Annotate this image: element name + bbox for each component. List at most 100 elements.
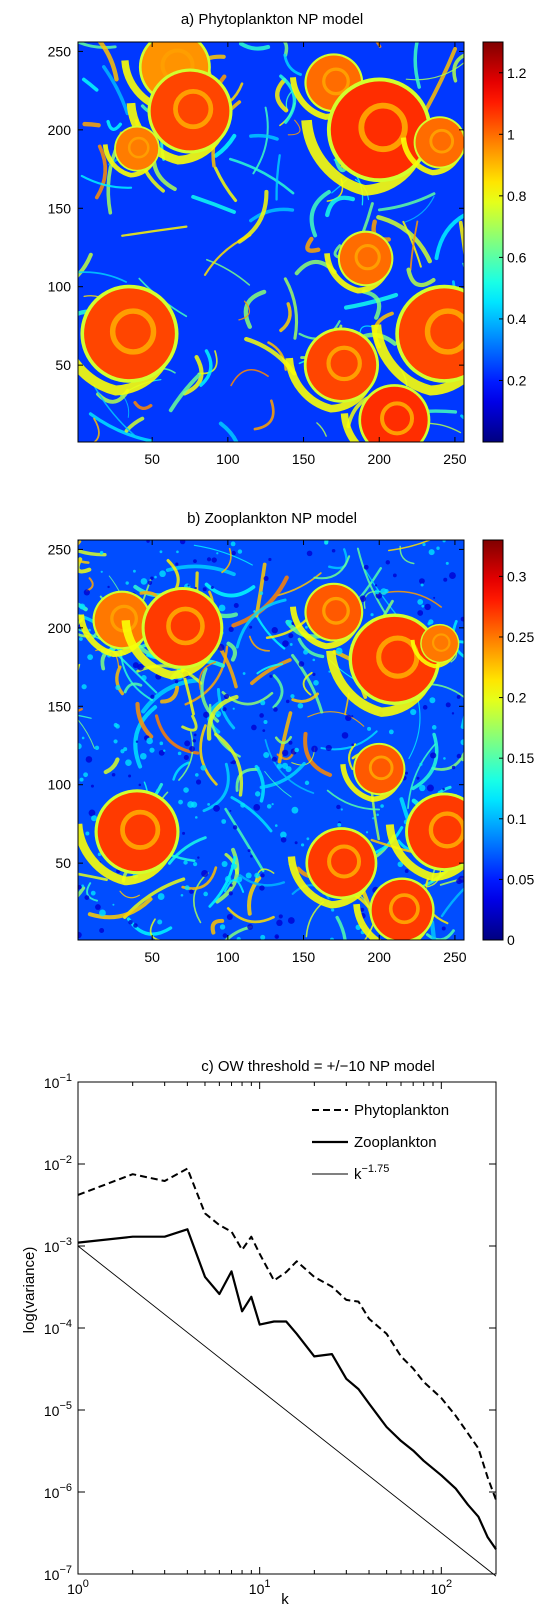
noise-speck (337, 822, 342, 827)
eddy-swirl (322, 596, 350, 625)
noise-speck (419, 784, 426, 792)
noise-speck (428, 549, 435, 556)
filament (206, 258, 251, 286)
noise-speck (193, 733, 197, 737)
noise-speck (79, 603, 86, 610)
filament (325, 195, 356, 218)
noise-speck (416, 776, 420, 780)
filament (181, 714, 198, 732)
filament (224, 925, 253, 940)
x-tick-label: 200 (368, 451, 392, 467)
noise-speck (224, 875, 232, 883)
eddy-swirl (322, 67, 350, 96)
noise-speck (313, 679, 319, 686)
noise-speck (441, 926, 446, 931)
noise-speck (213, 804, 220, 812)
filament (253, 399, 275, 431)
filament (149, 918, 164, 940)
filament (249, 133, 279, 141)
noise-speck (359, 595, 367, 602)
colorbar-tick-label: 0.8 (507, 188, 527, 204)
y-tick-label: 250 (48, 541, 72, 557)
filament (238, 300, 251, 321)
filament (348, 743, 357, 771)
noise-speck (431, 725, 437, 730)
noise-speck (385, 560, 390, 565)
noise-speck (156, 788, 160, 792)
filament (97, 42, 119, 82)
noise-speck (194, 816, 198, 819)
noise-speck (335, 647, 343, 655)
eddy-core (421, 625, 458, 662)
filament (204, 582, 256, 598)
noise-speck (230, 863, 238, 870)
filament (431, 752, 464, 771)
filament (291, 653, 324, 714)
noise-speck (187, 584, 190, 587)
noise-speck (422, 542, 426, 547)
filament (198, 661, 217, 690)
filament (249, 207, 295, 223)
filament (343, 292, 399, 310)
noise-speck (223, 693, 230, 700)
filament (81, 77, 99, 92)
noise-speck (303, 649, 309, 655)
filament (297, 637, 325, 659)
noise-speck (290, 694, 295, 699)
noise-speck (219, 924, 226, 930)
noise-speck (157, 919, 163, 925)
filament (313, 555, 351, 580)
legend-label: Zooplankton (354, 1134, 437, 1151)
plot-frame (77, 41, 465, 443)
noise-speck (331, 908, 335, 912)
filament (182, 355, 204, 396)
noise-speck (231, 760, 236, 765)
noise-speck (94, 745, 100, 751)
filament (103, 757, 120, 775)
filament (193, 544, 253, 566)
filament (202, 762, 230, 813)
filament (133, 705, 158, 769)
eddy-swirl (358, 102, 408, 153)
y-tick-label: 10−2 (44, 1154, 72, 1173)
eddy-swirl (429, 128, 455, 154)
x-tick-label: 100 (216, 949, 240, 965)
filament (214, 732, 243, 797)
colorbar-gradient (482, 41, 504, 443)
filament (252, 106, 269, 175)
noise-speck (133, 569, 136, 573)
noise-speck (159, 741, 164, 746)
noise-speck (254, 872, 260, 879)
noise-speck (233, 602, 239, 608)
noise-speck (288, 740, 293, 745)
noise-speck (78, 743, 82, 750)
noise-speck (256, 766, 260, 771)
eddy-core (398, 288, 464, 380)
colorbar-tick-label: 0.15 (507, 750, 534, 766)
eddy-core (94, 592, 150, 648)
eddy-core (339, 232, 392, 285)
noise-speck (285, 619, 293, 627)
filament (248, 635, 271, 652)
filament (78, 707, 83, 712)
noise-speck (336, 804, 341, 810)
noise-speck (460, 616, 464, 622)
eddy-core (97, 792, 177, 872)
noise-speck (370, 613, 374, 617)
y-tick-label: 150 (48, 200, 72, 216)
x-tick-label: 50 (144, 949, 160, 965)
noise-speck (363, 564, 369, 570)
noise-speck (281, 749, 289, 757)
noise-speck (271, 802, 274, 806)
filament (78, 886, 86, 898)
noise-speck (268, 557, 272, 562)
noise-speck (289, 643, 293, 646)
colorbar-tick-label: 0.3 (507, 568, 527, 584)
colorbar-tick-label: 0.2 (507, 690, 527, 706)
noise-speck (189, 746, 195, 752)
noise-speck (294, 747, 299, 753)
noise-speck (177, 751, 182, 756)
filament (210, 918, 225, 935)
noise-speck (405, 771, 409, 775)
